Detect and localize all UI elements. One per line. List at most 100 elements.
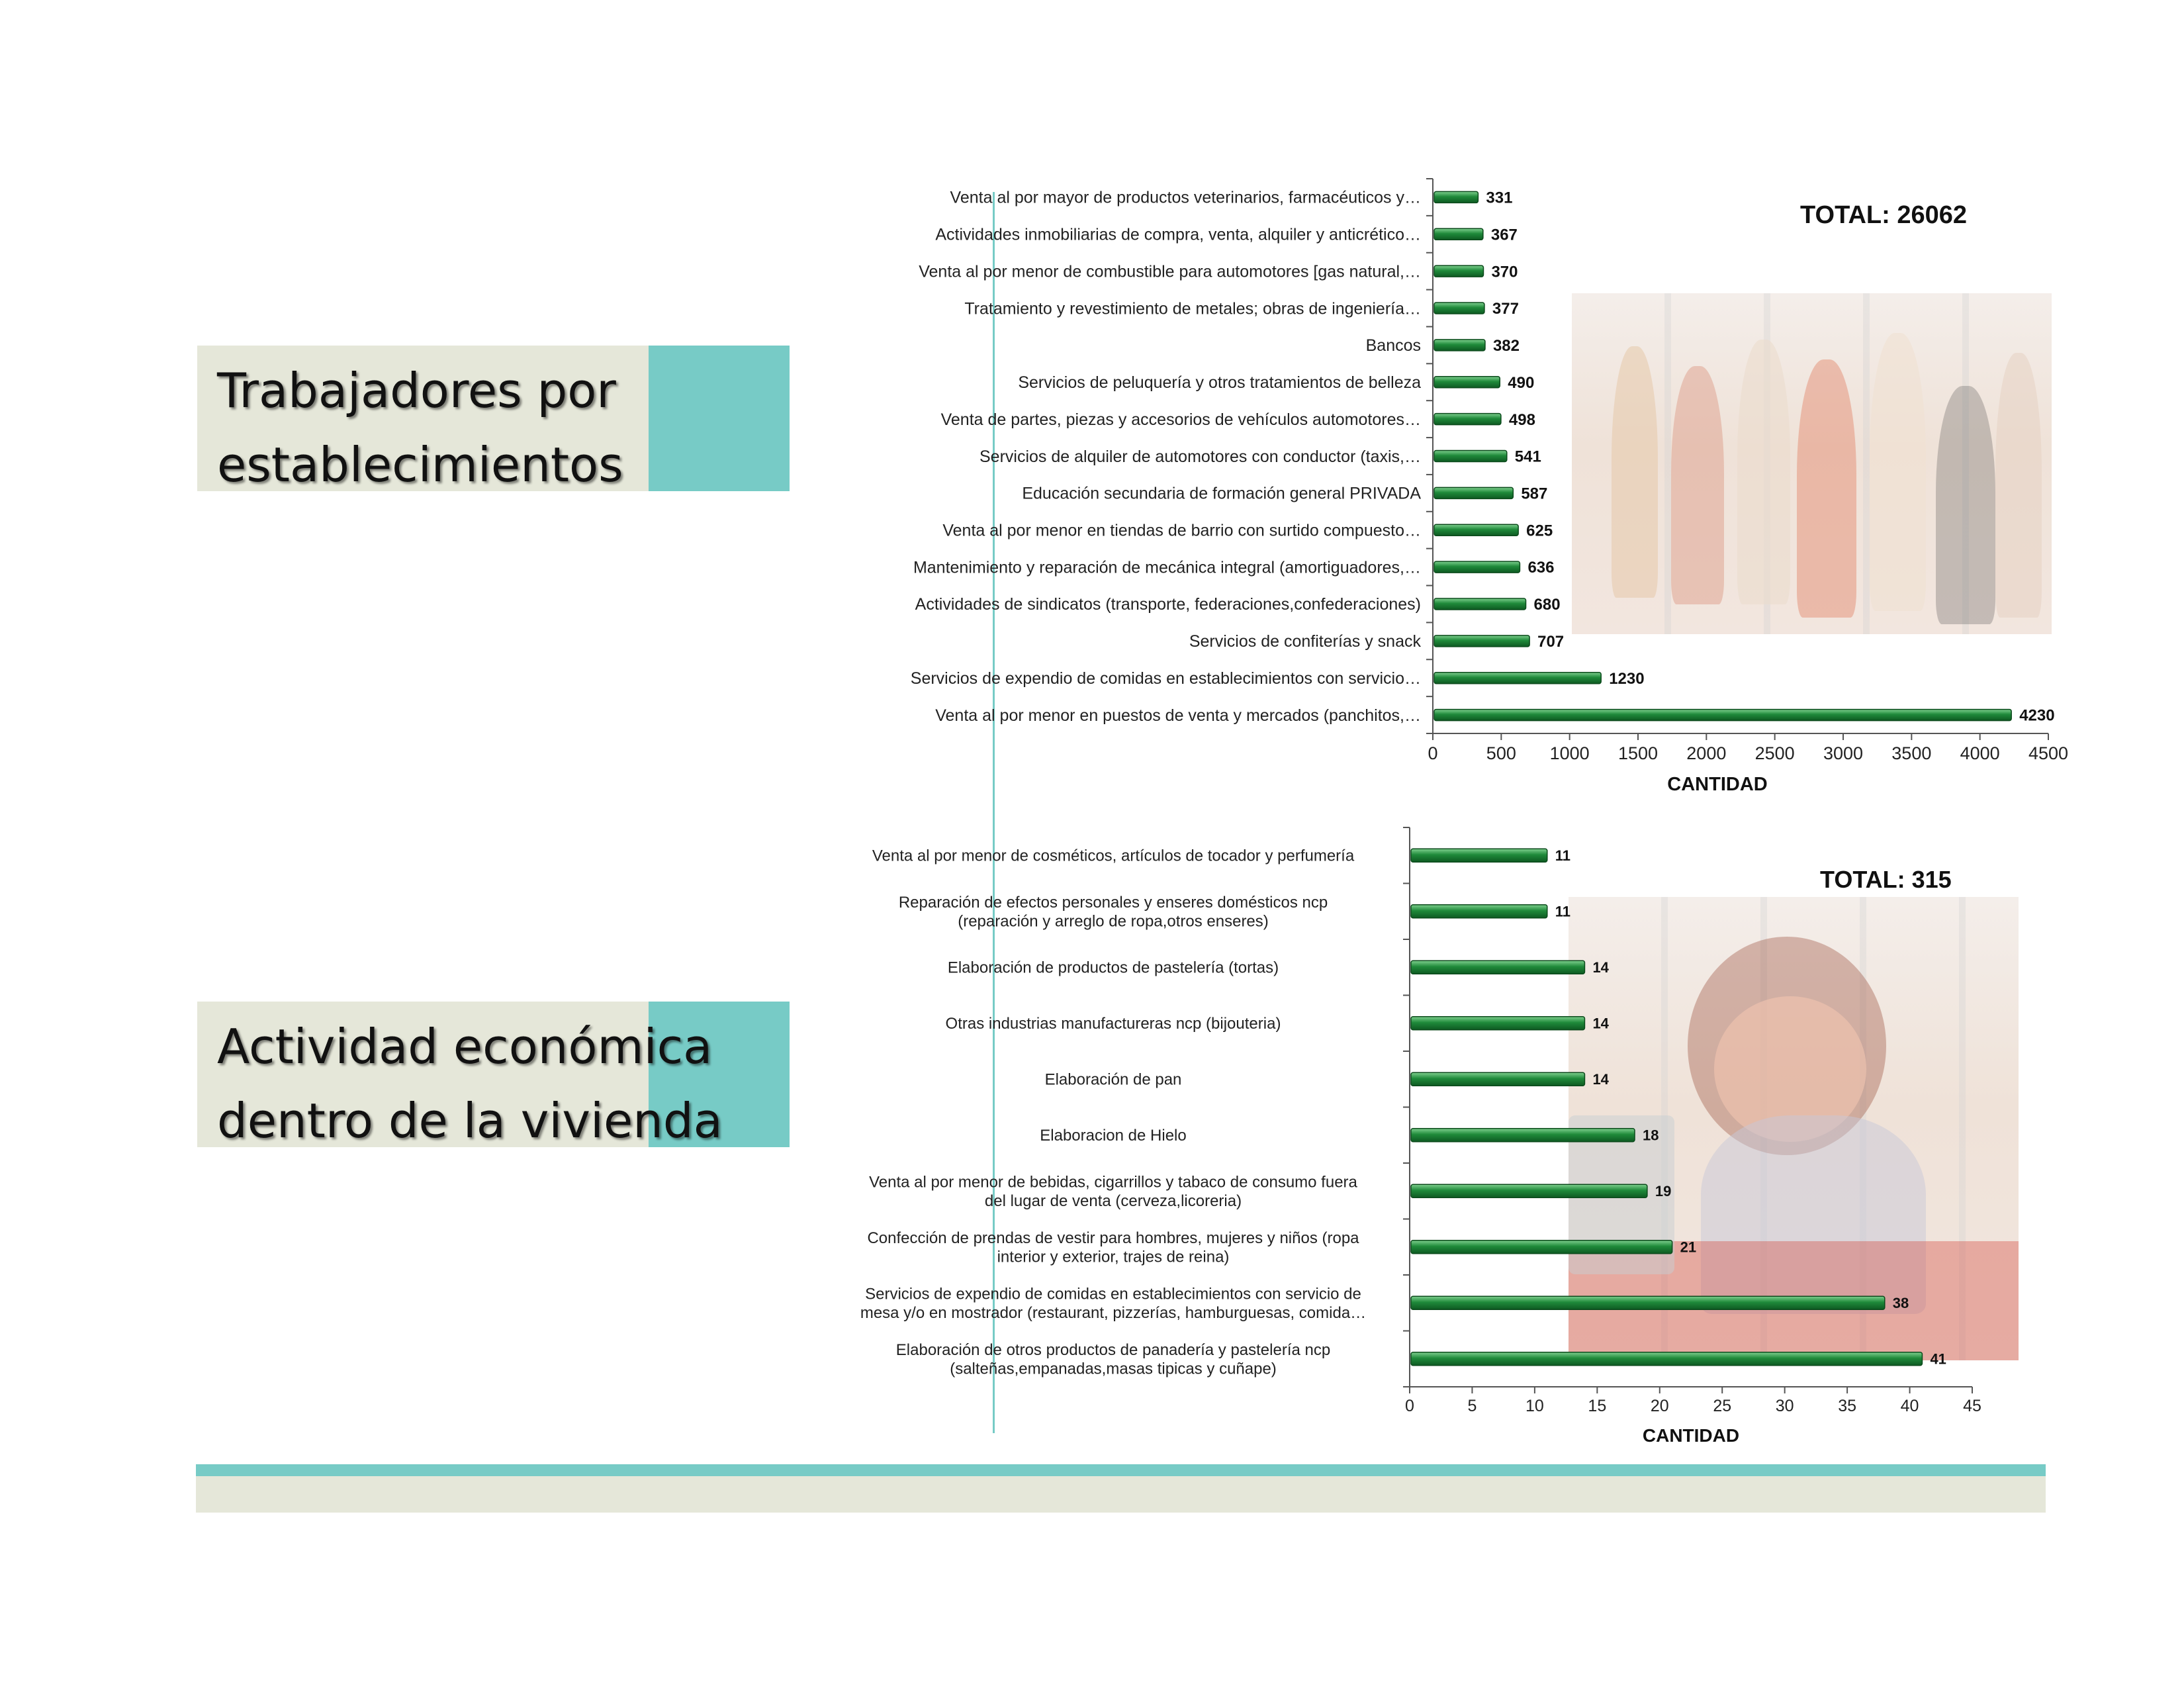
- data-label: 541: [1515, 448, 1541, 466]
- total-label: TOTAL: 315: [1820, 866, 1952, 893]
- category-label: Venta al por menor en tiendas de barrio …: [942, 521, 1421, 539]
- bar: [1433, 265, 1484, 277]
- category-label: Venta al por mayor de productos veterina…: [950, 189, 1421, 207]
- category-label: Confección de prendas de vestir para hom…: [867, 1229, 1359, 1247]
- x-tick-label: 10: [1525, 1397, 1544, 1415]
- bar: [1433, 412, 1502, 426]
- category-label: (salteñas,empanadas,masas tipicas y cuña…: [950, 1360, 1277, 1378]
- bar: [1433, 524, 1519, 536]
- category-label: Mantenimiento y reparación de mecánica i…: [913, 558, 1421, 577]
- home-economic-activity-chart-svg: TOTAL: 315 11 Venta al por menor de cosmét…: [860, 827, 1981, 1446]
- workers-by-establishment-chart-svg: TOTAL: 26062 331 Venta al por mayor de pro…: [911, 178, 2068, 795]
- bar: [1410, 904, 1548, 919]
- category-label: del lugar de venta (cerveza,licoreria): [985, 1192, 1242, 1210]
- bar: [1433, 449, 1508, 463]
- section-title-line: Trabajadores por: [217, 363, 616, 418]
- x-tick-label: 25: [1713, 1397, 1731, 1415]
- section-title-box-workers: Trabajadores por establecimientos: [197, 346, 790, 492]
- x-tick-label: 3000: [1823, 743, 1863, 763]
- bar: [1433, 302, 1485, 314]
- data-label: 367: [1491, 226, 1518, 244]
- bar: [1433, 191, 1479, 204]
- x-tick-label: 2000: [1686, 743, 1726, 763]
- home-economic-activity-chart: TOTAL: 315 11 Venta al por menor de cosmét…: [827, 827, 2019, 1456]
- bar: [1433, 635, 1530, 647]
- workers-by-establishment-chart: TOTAL: 26062 331 Venta al por mayor de pro…: [860, 178, 2068, 814]
- title-teal-block: [649, 346, 790, 491]
- bar: [1433, 561, 1521, 573]
- data-label: 11: [1555, 904, 1570, 920]
- data-label: 377: [1492, 300, 1519, 318]
- category-label: Venta al por menor de combustible para a…: [919, 262, 1421, 281]
- category-label: Actividades de sindicatos (transporte, f…: [915, 595, 1421, 614]
- data-label: 587: [1521, 485, 1547, 503]
- category-label: Otras industrias manufactureras ncp (bij…: [946, 1015, 1281, 1033]
- section-title-line: Actividad económica: [217, 1019, 713, 1074]
- data-label: 490: [1508, 374, 1534, 392]
- category-label: Venta de partes, piezas y accesorios de …: [941, 410, 1421, 429]
- x-tick-label: 500: [1486, 743, 1516, 763]
- data-label: 331: [1486, 189, 1512, 207]
- bar: [1433, 708, 2012, 722]
- category-label: Elaboración de pan: [1045, 1071, 1182, 1089]
- data-label: 14: [1592, 1071, 1609, 1088]
- data-label: 636: [1527, 559, 1554, 577]
- data-label: 41: [1930, 1351, 1946, 1368]
- workers-background-photo: [1572, 293, 2052, 634]
- section-title-home-activity: Actividad económica dentro de la viviend…: [217, 1009, 790, 1158]
- category-label: Venta al por menor de cosméticos, artícu…: [872, 847, 1355, 865]
- bar: [1410, 1184, 1648, 1198]
- section-title-line: establecimientos: [217, 437, 623, 492]
- bar: [1433, 339, 1486, 352]
- x-tick-label: 30: [1776, 1397, 1794, 1415]
- footer-teal-bar: [196, 1464, 2046, 1476]
- bar: [1410, 1295, 1886, 1310]
- bar: [1433, 598, 1527, 610]
- data-label: 38: [1893, 1295, 1909, 1311]
- x-tick-label: 45: [1963, 1397, 1981, 1415]
- category-label: Elaboracion de Hielo: [1040, 1127, 1186, 1145]
- bar: [1410, 1072, 1586, 1086]
- x-axis-label: CANTIDAD: [1667, 774, 1767, 795]
- x-tick-label: 5: [1467, 1397, 1477, 1415]
- title-teal-block: [649, 1002, 790, 1147]
- x-tick-label: 4500: [2028, 743, 2068, 763]
- x-tick-label: 1000: [1550, 743, 1590, 763]
- x-tick-label: 4000: [1960, 743, 2000, 763]
- x-tick-label: 3500: [1891, 743, 1931, 763]
- category-label: Elaboración de productos de pastelería (…: [948, 959, 1279, 977]
- data-label: 14: [1592, 959, 1609, 976]
- data-label: 1230: [1609, 670, 1644, 688]
- vertical-divider-line: [993, 192, 995, 1433]
- category-label: Servicios de expendio de comidas en esta…: [865, 1285, 1361, 1303]
- x-tick-label: 0: [1428, 743, 1437, 763]
- category-label: mesa y/o en mostrador (restaurant, pizze…: [860, 1304, 1366, 1322]
- category-label: Reparación de efectos personales y enser…: [899, 894, 1328, 912]
- data-label: 4230: [2019, 707, 2054, 725]
- data-label: 14: [1592, 1015, 1609, 1032]
- bar: [1433, 487, 1514, 500]
- data-label: 21: [1680, 1239, 1696, 1256]
- bar: [1410, 1016, 1586, 1031]
- data-label: 11: [1555, 847, 1570, 864]
- category-label: (reparación y arreglo de ropa,otros ense…: [958, 913, 1269, 931]
- data-label: 498: [1509, 411, 1535, 429]
- x-tick-label: 1500: [1618, 743, 1658, 763]
- category-label: Servicios de alquiler de automotores con…: [979, 447, 1421, 466]
- data-label: 625: [1526, 522, 1553, 539]
- section-title-workers: Trabajadores por establecimientos: [217, 353, 790, 502]
- bar: [1433, 671, 1602, 684]
- bar: [1410, 1352, 1923, 1366]
- category-label: Servicios de peluquería y otros tratamie…: [1018, 373, 1421, 392]
- data-label: 370: [1491, 263, 1518, 281]
- x-tick-label: 40: [1901, 1397, 1919, 1415]
- category-label: Servicios de expendio de comidas en esta…: [911, 669, 1421, 688]
- data-label: 707: [1537, 633, 1564, 651]
- section-title-line: dentro de la vivienda: [217, 1093, 723, 1149]
- bar: [1410, 848, 1548, 863]
- category-label: Educación secundaria de formación genera…: [1022, 485, 1421, 503]
- section-title-box-home-activity: Actividad económica dentro de la viviend…: [197, 1002, 790, 1149]
- category-label: Tratamiento y revestimiento de metales; …: [964, 299, 1421, 318]
- data-label: 19: [1655, 1183, 1671, 1199]
- x-tick-label: 0: [1405, 1397, 1414, 1415]
